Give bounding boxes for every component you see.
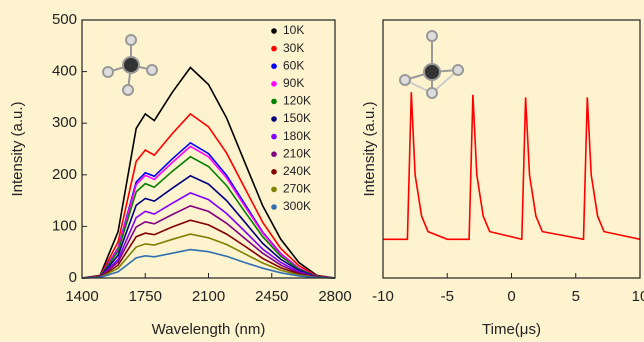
molecule-icon — [400, 31, 463, 98]
legend-label: 300K — [283, 199, 311, 213]
legend-marker — [271, 169, 277, 175]
y-tick-label: 100 — [52, 217, 77, 234]
x-tick-label: 10 — [632, 288, 644, 305]
legend-label: 240K — [283, 164, 311, 178]
legend-label: 120K — [283, 94, 311, 108]
x-tick-label: 1400 — [65, 288, 98, 305]
y-tick-label: 0 — [69, 269, 77, 286]
legend-marker — [271, 116, 277, 122]
y-tick-label: 300 — [52, 114, 77, 131]
legend-marker — [271, 187, 277, 193]
x-tick-label: 2100 — [192, 288, 225, 305]
y-tick-label: 400 — [52, 63, 77, 80]
legend-marker — [271, 81, 277, 87]
x-tick-label: 1750 — [129, 288, 162, 305]
legend-marker — [271, 46, 277, 52]
legend-label: 210K — [283, 146, 311, 160]
page: {"chart_data": [ {"type": "line", "x_lab… — [0, 0, 644, 342]
legend-label: 60K — [283, 58, 304, 72]
legend-label: 150K — [283, 111, 311, 125]
legend-label: 30K — [283, 41, 304, 55]
x-tick-label: -10 — [372, 288, 394, 305]
legend-marker — [271, 151, 277, 157]
x-tick-label: 0 — [507, 288, 515, 305]
legend-marker — [271, 134, 277, 140]
legend-label: 10K — [283, 23, 304, 37]
x-axis-title: Wavelength (nm) — [152, 321, 266, 338]
x-tick-label: 5 — [572, 288, 580, 305]
legend-label: 90K — [283, 76, 304, 90]
legend-marker — [271, 28, 277, 34]
y-axis-title: Intensity (a.u.) — [361, 101, 378, 196]
x-tick-label: -5 — [441, 288, 454, 305]
figure: 140017502100245028000100200300400500Wave… — [0, 0, 644, 342]
legend-marker — [271, 204, 277, 210]
x-tick-label: 2800 — [318, 288, 351, 305]
legend-label: 270K — [283, 182, 311, 196]
series-line — [383, 92, 640, 239]
legend-marker — [271, 63, 277, 69]
y-tick-label: 200 — [52, 166, 77, 183]
plot-frame — [383, 20, 640, 278]
x-axis-title: Time(μs) — [482, 321, 541, 338]
legend-marker — [271, 99, 277, 105]
molecule-icon — [103, 35, 157, 95]
y-axis-title: Intensity (a.u.) — [9, 101, 26, 196]
y-tick-label: 500 — [52, 11, 77, 28]
x-tick-label: 2450 — [255, 288, 288, 305]
legend-label: 180K — [283, 129, 311, 143]
